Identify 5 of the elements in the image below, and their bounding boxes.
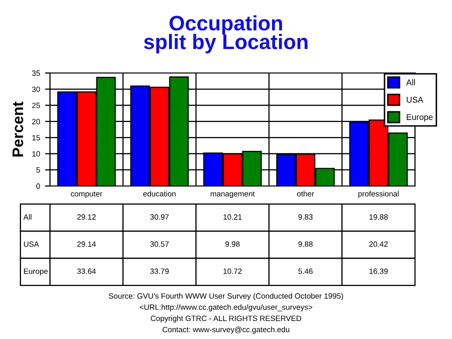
y-axis-title: Percent [12,102,24,156]
legend-label: USA [406,96,424,103]
legend-label: Europe [406,114,433,122]
chart-title: Occupation split by Location [144,15,308,54]
legend-label: All [406,79,415,86]
